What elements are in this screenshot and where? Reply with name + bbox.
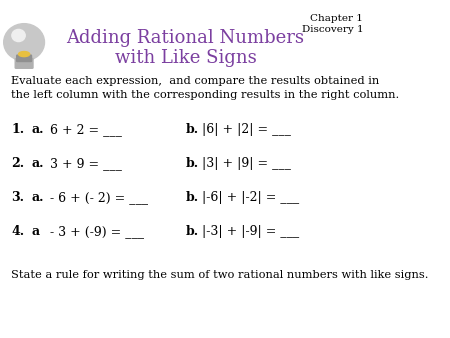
FancyBboxPatch shape [17, 55, 32, 62]
Text: a.: a. [32, 191, 44, 204]
Text: 3 + 9 = ___: 3 + 9 = ___ [50, 157, 122, 170]
Text: |6| + |2| = ___: |6| + |2| = ___ [202, 123, 291, 136]
Text: 3.: 3. [11, 191, 24, 204]
Text: 2.: 2. [11, 157, 24, 170]
Text: b.: b. [185, 225, 198, 238]
Text: a: a [32, 225, 40, 238]
FancyBboxPatch shape [15, 58, 33, 68]
Text: - 3 + (-9) = ___: - 3 + (-9) = ___ [50, 225, 144, 238]
Text: Adding Rational Numbers: Adding Rational Numbers [67, 29, 304, 47]
Text: Chapter 1
Discovery 1: Chapter 1 Discovery 1 [302, 14, 363, 34]
Text: b.: b. [185, 123, 198, 136]
Text: a.: a. [32, 123, 44, 136]
Text: b.: b. [185, 191, 198, 204]
Ellipse shape [18, 51, 30, 57]
Text: a.: a. [32, 157, 44, 170]
Text: 6 + 2 = ___: 6 + 2 = ___ [50, 123, 122, 136]
Circle shape [12, 29, 25, 42]
Text: 4.: 4. [11, 225, 24, 238]
Text: b.: b. [185, 157, 198, 170]
Circle shape [4, 24, 45, 61]
Text: |3| + |9| = ___: |3| + |9| = ___ [202, 157, 291, 170]
Text: State a rule for writing the sum of two rational numbers with like signs.: State a rule for writing the sum of two … [11, 270, 428, 281]
Text: with Like Signs: with Like Signs [114, 49, 256, 67]
Text: |-6| + |-2| = ___: |-6| + |-2| = ___ [202, 191, 299, 204]
Text: 1.: 1. [11, 123, 24, 136]
Text: - 6 + (- 2) = ___: - 6 + (- 2) = ___ [50, 191, 148, 204]
Text: |-3| + |-9| = ___: |-3| + |-9| = ___ [202, 225, 299, 238]
Text: Evaluate each expression,  and compare the results obtained in
the left column w: Evaluate each expression, and compare th… [11, 76, 399, 100]
